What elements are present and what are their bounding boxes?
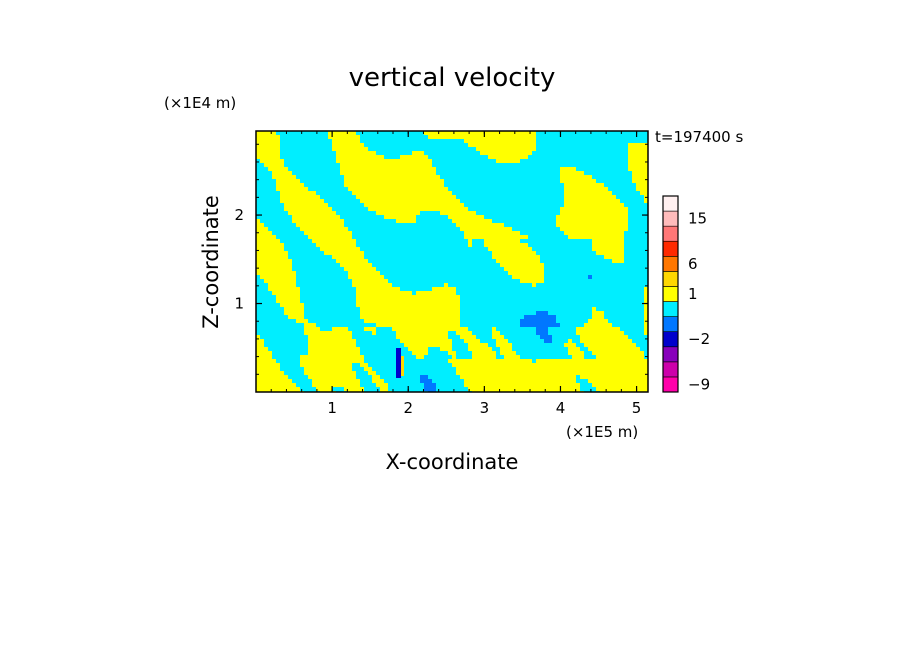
- x-axis-label: X-coordinate: [386, 450, 519, 474]
- x-tick-label: 4: [556, 399, 566, 417]
- colorbar-label: −9: [688, 375, 710, 393]
- colorbar-frame: [662, 195, 679, 393]
- y-axis-label: Z-coordinate: [199, 195, 223, 329]
- colorbar-swatch: [662, 210, 679, 227]
- y-tick-label: 2: [234, 206, 244, 224]
- colorbar-swatch: [662, 316, 679, 332]
- x-tick-label: 2: [403, 399, 413, 417]
- colorbar-swatch: [662, 376, 679, 393]
- y-unit-label: (×1E4 m): [164, 94, 236, 112]
- y-tick-label: 1: [234, 295, 244, 313]
- velocity-field: [256, 131, 648, 392]
- x-unit-label: (×1E5 m): [566, 423, 638, 441]
- colorbar-swatch: [662, 346, 679, 363]
- x-tick-label: 5: [632, 399, 642, 417]
- colorbar-label: 6: [688, 255, 698, 273]
- x-tick-label: 1: [327, 399, 337, 417]
- chart-title: vertical velocity: [349, 63, 556, 93]
- plot-frame: [255, 130, 649, 393]
- colorbar-swatch: [662, 361, 679, 378]
- colorbar-label: 15: [688, 210, 707, 228]
- time-label: t=197400 s: [655, 128, 743, 146]
- colorbar-swatch: [662, 195, 679, 212]
- colorbar-label: 1: [688, 285, 698, 303]
- colorbar-swatch: [662, 256, 679, 272]
- x-tick-label: 3: [480, 399, 490, 417]
- colorbar-swatch: [662, 331, 679, 348]
- colorbar-label: −2: [688, 330, 710, 348]
- colorbar-swatch: [662, 286, 679, 302]
- colorbar-swatch: [662, 225, 679, 242]
- x-axis: 1 2 3 4 5: [270, 131, 642, 417]
- colorbar: −9 −2 1 6 15: [662, 195, 710, 393]
- colorbar-swatch: [662, 301, 679, 317]
- colorbar-swatch: [662, 240, 679, 257]
- y-axis: 12: [234, 143, 648, 375]
- colorbar-swatch: [662, 271, 679, 287]
